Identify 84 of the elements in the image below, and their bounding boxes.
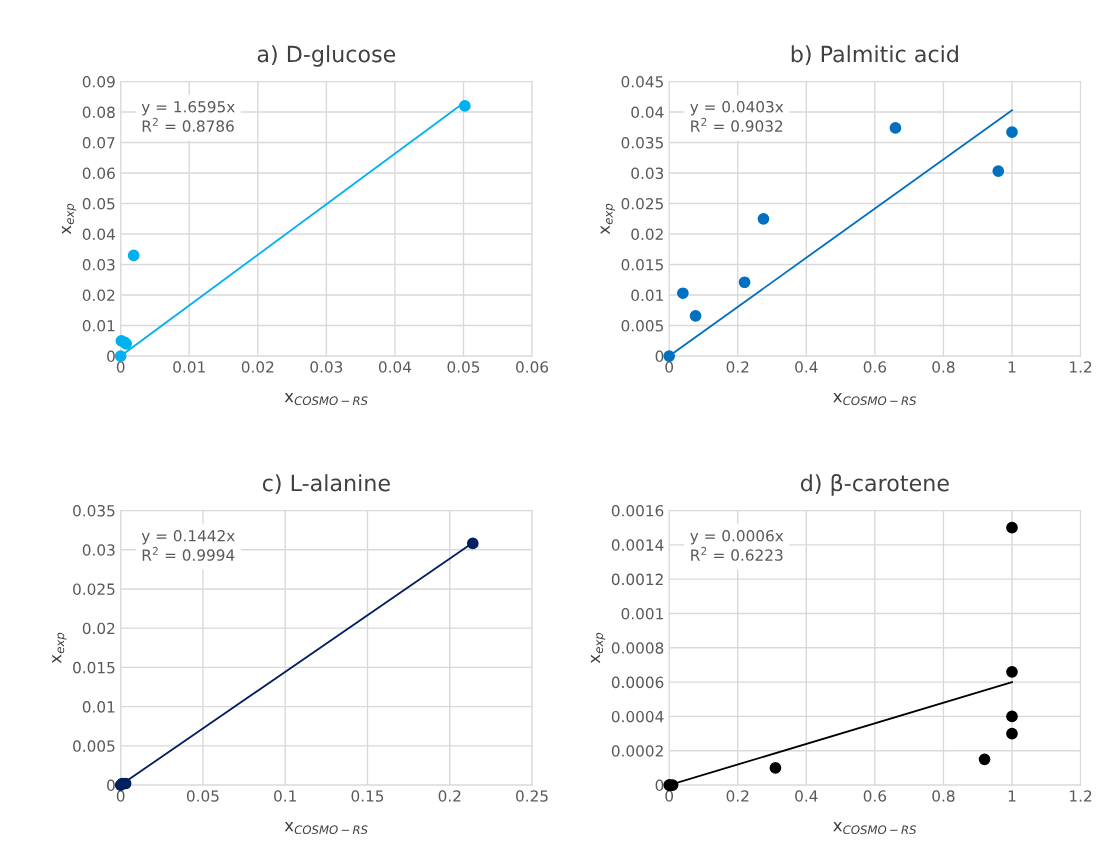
x-tick-label: 0.04 <box>378 361 412 373</box>
x-tick-label: 0.03 <box>310 361 343 373</box>
x-tick-label: 0.8 <box>932 790 955 802</box>
y-tick-label: 0.0012 <box>611 573 663 586</box>
y-tick-label: 0 <box>655 779 664 792</box>
y-tick-label: 0.025 <box>73 583 115 595</box>
x-tick-label: 0.6 <box>863 361 887 373</box>
y-tick-label: 0.02 <box>82 622 115 635</box>
x-tick-label: 1 <box>1008 361 1016 373</box>
y-tick-label: 0.0008 <box>611 642 664 654</box>
annotation: y = 0.1442x <box>141 530 235 545</box>
x-axis-title: x$_{COSMO−RS}$ <box>284 822 368 835</box>
x-tick-label: 0 <box>665 361 674 373</box>
y-tick-label: 0.015 <box>621 259 663 271</box>
annotation: y = 0.0006x <box>690 530 784 545</box>
y-tick-label: 0.025 <box>621 198 663 210</box>
annotation: R$^{2}$ = 0.6223 <box>691 546 783 561</box>
y-tick-label: 0.05 <box>82 198 115 210</box>
x-tick-label: 0.4 <box>795 790 818 802</box>
y-tick-label: 0.04 <box>631 106 664 119</box>
y-tick-label: 0.03 <box>631 167 664 180</box>
y-tick-label: 0.035 <box>73 504 115 517</box>
y-tick-label: 0.03 <box>82 259 115 271</box>
x-axis-title: x$_{COSMO−RS}$ <box>284 393 368 406</box>
y-axis-title: x$_{exp}$ <box>600 203 615 235</box>
y-tick-label: 0.08 <box>82 106 115 119</box>
x-tick-label: 0.2 <box>438 790 461 802</box>
y-tick-label: 0.03 <box>82 544 115 556</box>
y-tick-label: 0.035 <box>621 136 663 149</box>
y-tick-label: 0 <box>107 779 115 792</box>
y-tick-label: 0.015 <box>73 661 115 674</box>
y-tick-label: 0.0002 <box>611 745 663 757</box>
y-tick-label: 0.0016 <box>611 504 664 517</box>
y-tick-label: 0.09 <box>82 75 115 88</box>
y-tick-label: 0.04 <box>82 228 115 241</box>
x-tick-label: 0.8 <box>932 361 955 373</box>
x-tick-label: 0.02 <box>241 361 274 373</box>
x-axis-title: x$_{COSMO−RS}$ <box>833 822 917 835</box>
y-tick-label: 0.02 <box>631 228 663 241</box>
x-tick-label: 0.15 <box>351 790 384 802</box>
x-tick-label: 0.2 <box>726 361 749 373</box>
y-tick-label: 0.0014 <box>611 539 664 551</box>
x-tick-label: 0.05 <box>447 361 480 373</box>
y-tick-label: 0.0004 <box>611 710 664 723</box>
x-tick-label: 1 <box>1008 790 1016 802</box>
x-tick-label: 0.05 <box>186 790 219 802</box>
x-tick-label: 0.1 <box>274 790 296 802</box>
y-axis-title: x$_{exp}$ <box>590 632 606 664</box>
y-tick-label: 0.01 <box>82 701 115 713</box>
annotation: y = 1.6595x <box>141 101 235 116</box>
y-tick-label: 0.01 <box>631 289 663 302</box>
x-tick-label: 0.2 <box>726 790 749 802</box>
annotation: R$^{2}$ = 0.8786 <box>142 117 234 132</box>
x-tick-label: 0 <box>116 361 125 373</box>
y-tick-label: 0 <box>107 350 115 363</box>
y-tick-label: 0.02 <box>82 289 115 302</box>
x-tick-label: 0 <box>116 790 125 802</box>
y-tick-label: 0.005 <box>621 320 663 332</box>
x-tick-label: 0.06 <box>516 361 549 373</box>
x-tick-label: 1.2 <box>1070 361 1092 373</box>
x-tick-label: 0.4 <box>795 361 818 373</box>
annotation: y = 0.0403x <box>690 101 784 116</box>
chart-title: c) L-alanine <box>262 474 390 494</box>
y-axis-title: x$_{exp}$ <box>61 203 77 235</box>
annotation: R$^{2}$ = 0.9994 <box>142 546 235 561</box>
y-tick-label: 0.005 <box>73 740 115 752</box>
chart-title: a) D-glucose <box>257 45 396 67</box>
y-tick-label: 0 <box>655 350 664 363</box>
chart-title: d) β-carotene <box>800 474 949 496</box>
x-tick-label: 0 <box>665 790 674 802</box>
x-axis-title: x$_{COSMO−RS}$ <box>833 393 917 406</box>
x-tick-label: 1.2 <box>1070 790 1092 802</box>
y-tick-label: 0.0006 <box>611 676 664 689</box>
y-tick-label: 0.06 <box>82 167 115 180</box>
x-tick-label: 0.25 <box>516 790 548 802</box>
x-tick-label: 0.01 <box>173 361 205 373</box>
annotation: R$^{2}$ = 0.9032 <box>691 117 783 132</box>
chart-title: b) Palmitic acid <box>791 45 958 65</box>
y-tick-label: 0.045 <box>621 75 663 88</box>
y-tick-label: 0.01 <box>82 320 115 332</box>
y-tick-label: 0.001 <box>621 607 663 620</box>
y-tick-label: 0.07 <box>82 136 115 149</box>
y-axis-title: x$_{exp}$ <box>52 632 67 664</box>
x-tick-label: 0.6 <box>863 790 887 802</box>
